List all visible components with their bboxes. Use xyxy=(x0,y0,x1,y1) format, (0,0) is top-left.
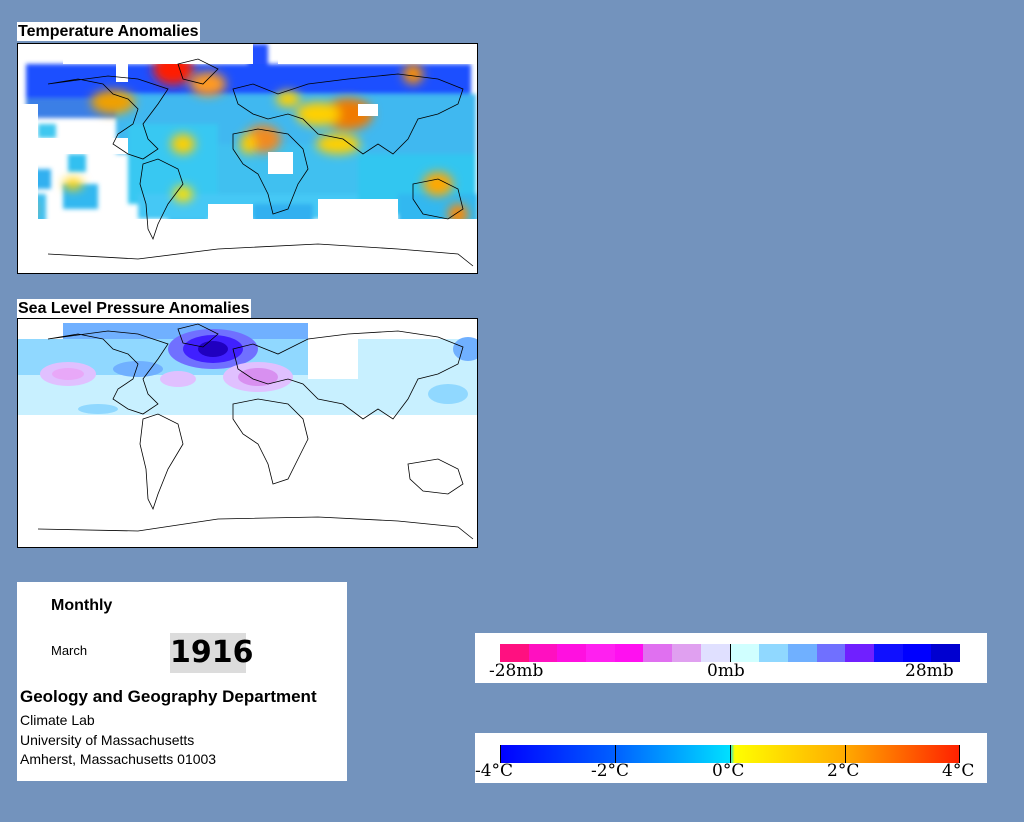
temperature-map-graphic xyxy=(18,44,477,273)
pressure-colorbar-segment xyxy=(902,644,932,662)
pressure-colorbar-segment xyxy=(816,644,846,662)
pressure-colorbar-segment xyxy=(528,644,558,662)
temperature-label-minus2: -2°C xyxy=(591,761,630,781)
pressure-colorbar-segment xyxy=(586,644,615,662)
info-panel: Monthly March 1916 Geology and Geography… xyxy=(17,582,347,781)
temperature-label-plus2: 2°C xyxy=(827,761,860,781)
pressure-colorbar-segment xyxy=(787,644,817,662)
temperature-map-title: Temperature Anomalies xyxy=(17,22,200,41)
pressure-label-max: 28mb xyxy=(905,661,954,681)
pressure-colorbar-segment xyxy=(845,644,874,662)
pressure-label-zero: 0mb xyxy=(707,661,745,681)
address-line: Amherst, Massachusetts 01003 xyxy=(20,751,217,767)
temperature-colorbar xyxy=(500,745,960,763)
temperature-label-zero: 0°C xyxy=(712,761,745,781)
pressure-colorbar-segment xyxy=(614,644,644,662)
year-display: 1916 xyxy=(170,633,254,673)
lab-name: Climate Lab xyxy=(20,712,95,728)
temperature-anomaly-map xyxy=(17,43,478,274)
department-name: Geology and Geography Department xyxy=(20,687,317,706)
pressure-map-title: Sea Level Pressure Anomalies xyxy=(17,299,251,318)
pressure-colorbar-segment xyxy=(729,644,760,662)
pressure-colorbar-segment xyxy=(873,644,903,662)
pressure-map-graphic xyxy=(18,319,477,547)
pressure-legend: -28mb 0mb 28mb xyxy=(475,633,987,683)
month-label: March xyxy=(51,643,88,658)
temperature-label-minus4: -4°C xyxy=(475,761,514,781)
temperature-label-plus4: 4°C xyxy=(942,761,975,781)
pressure-colorbar-segment xyxy=(759,644,788,662)
pressure-colorbar xyxy=(500,644,960,662)
pressure-colorbar-segment xyxy=(500,644,529,662)
period-label: Monthly xyxy=(51,597,113,614)
pressure-colorbar-segment xyxy=(931,644,960,662)
pressure-colorbar-segment xyxy=(557,644,587,662)
temperature-legend: -4°C -2°C 0°C 2°C 4°C xyxy=(475,733,987,783)
pressure-anomaly-map xyxy=(17,318,478,548)
pressure-label-min: -28mb xyxy=(489,661,544,681)
university-name: University of Massachusetts xyxy=(20,732,195,748)
pressure-colorbar-segment xyxy=(643,644,673,662)
pressure-colorbar-segment xyxy=(672,644,701,662)
pressure-colorbar-segment xyxy=(700,644,730,662)
